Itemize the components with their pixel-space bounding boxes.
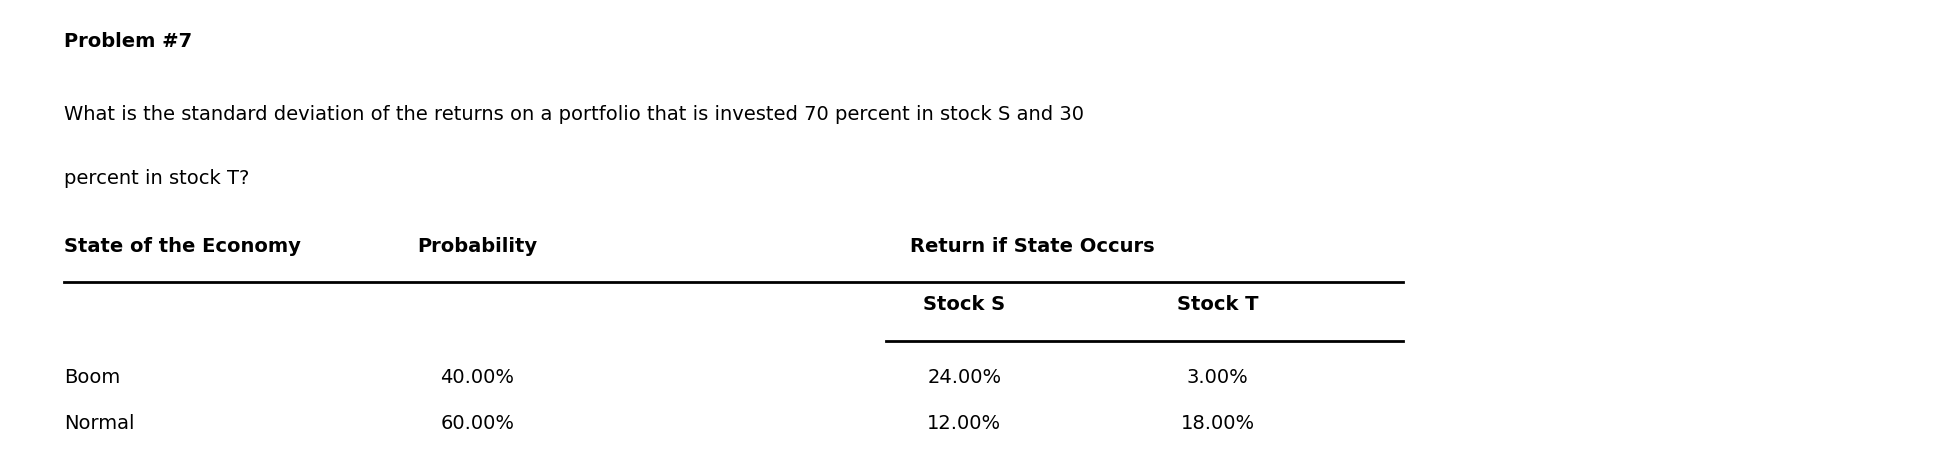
Text: Normal: Normal — [64, 414, 134, 433]
Text: percent in stock T?: percent in stock T? — [64, 169, 249, 188]
Text: What is the standard deviation of the returns on a portfolio that is invested 70: What is the standard deviation of the re… — [64, 105, 1085, 124]
Text: 60.00%: 60.00% — [440, 414, 514, 433]
Text: Stock S: Stock S — [923, 295, 1005, 314]
Text: State of the Economy: State of the Economy — [64, 238, 302, 256]
Text: 18.00%: 18.00% — [1180, 414, 1255, 433]
Text: Stock T: Stock T — [1177, 295, 1258, 314]
Text: 3.00%: 3.00% — [1186, 368, 1249, 387]
Text: Boom: Boom — [64, 368, 121, 387]
Text: Problem #7: Problem #7 — [64, 32, 193, 51]
Text: 12.00%: 12.00% — [927, 414, 1001, 433]
Text: Probability: Probability — [417, 238, 538, 256]
Text: Return if State Occurs: Return if State Occurs — [910, 238, 1155, 256]
Text: 40.00%: 40.00% — [440, 368, 514, 387]
Text: 24.00%: 24.00% — [927, 368, 1001, 387]
